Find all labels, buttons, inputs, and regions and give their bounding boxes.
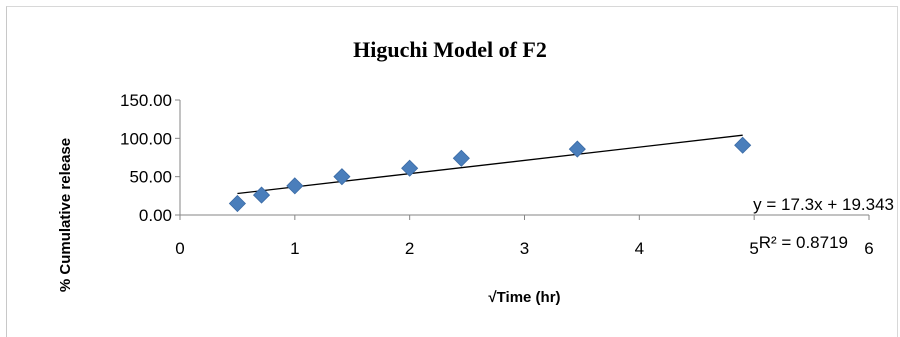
x-tick-label: 1 <box>290 239 299 258</box>
data-point <box>228 194 246 213</box>
trendline <box>237 134 743 195</box>
x-tick-label: 3 <box>520 239 529 258</box>
y-tick-label: 0.00 <box>139 206 172 225</box>
chart-frame <box>6 6 898 337</box>
data-point <box>401 159 419 177</box>
data-point <box>333 168 351 186</box>
y-axis-title: % Cumulative release <box>57 138 74 292</box>
x-tick-label: 6 <box>864 239 873 258</box>
trendline-r-squared: R² = 0.8719 <box>759 233 848 252</box>
trendline-equation: y = 17.3x + 19.343 <box>753 195 894 214</box>
data-point <box>734 136 752 154</box>
x-tick-label: 4 <box>635 239 644 258</box>
x-tick-label: 2 <box>405 239 414 258</box>
y-tick-label: 50.00 <box>129 168 172 187</box>
chart-title: Higuchi Model of F2 <box>353 37 547 62</box>
data-point <box>568 140 586 158</box>
y-tick-label: 100.00 <box>120 129 172 148</box>
x-tick-label: 0 <box>175 239 184 258</box>
data-point <box>252 186 271 204</box>
x-tick-label: 5 <box>749 239 758 258</box>
x-axis-title: √Time (hr) <box>488 289 560 306</box>
data-point <box>286 177 304 195</box>
y-tick-label: 150.00 <box>120 91 172 110</box>
data-point <box>452 149 470 167</box>
